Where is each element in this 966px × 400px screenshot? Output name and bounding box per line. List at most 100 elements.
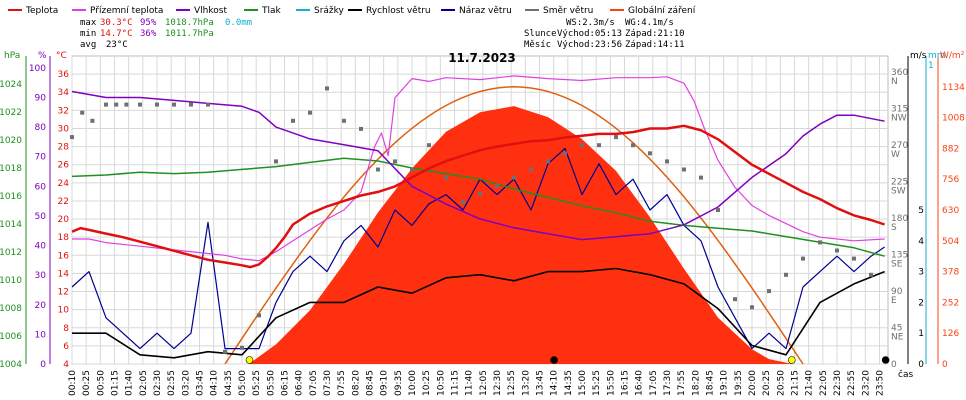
- wind-direction-point: [461, 199, 465, 204]
- x-tick-label: 03:20: [181, 370, 191, 396]
- wind-direction-point: [495, 183, 499, 188]
- x-tick-label: 10:50: [436, 370, 446, 396]
- hpa-tick-label: 1012: [0, 248, 22, 258]
- x-tick-label: 03:45: [196, 370, 206, 396]
- radiation-tick-label: 0: [942, 360, 948, 370]
- direction-tick-label: 0: [891, 360, 897, 370]
- legend: Teplota Přízemní teplota Vlhkost Tlak Srážky…: [8, 6, 696, 16]
- avg-label: avg: [80, 40, 96, 50]
- x-tick-label: 19:35: [734, 370, 744, 396]
- series-teplota: [71, 124, 885, 269]
- ms-tick-label: 3: [918, 268, 924, 278]
- series-globalni-zareni: [248, 106, 793, 364]
- moon-rise: Východ:23:56: [557, 40, 622, 50]
- wind-direction-point: [580, 143, 584, 148]
- direction-tick-label: 90: [891, 287, 903, 297]
- max-rain: 0.0mm: [225, 18, 252, 28]
- wind-direction-point: [784, 272, 788, 277]
- celsius-tick-label: 8: [63, 324, 69, 334]
- wind-direction-point: [818, 240, 822, 245]
- celsius-tick-label: 22: [58, 197, 69, 207]
- celsius-axis-label: °C: [56, 51, 67, 61]
- x-tick-label: 20:25: [762, 370, 772, 396]
- direction-compass-label: S: [891, 223, 897, 233]
- percent-tick-label: 100: [29, 64, 46, 74]
- ms-tick-label: 1: [918, 329, 924, 339]
- celsius-tick-label: 28: [58, 143, 70, 153]
- wind-direction-point: [359, 126, 363, 131]
- radiation-theoretical-curve: [224, 86, 804, 365]
- wind-direction-point: [869, 272, 873, 277]
- wind-direction-point: [90, 118, 95, 123]
- percent-tick-label: 90: [35, 93, 47, 103]
- wind-direction-point: [563, 151, 567, 156]
- x-tick-label: 16:15: [621, 370, 631, 396]
- x-tick-label: 02:55: [167, 370, 177, 396]
- wind-direction-point: [614, 135, 618, 140]
- direction-tick-label: 45: [891, 324, 902, 334]
- direction-tick-label: 225: [891, 178, 908, 188]
- legend-entry: Náraz větru: [459, 6, 512, 16]
- percent-axis-label: %: [38, 51, 47, 61]
- moon-label: Měsíc: [524, 40, 551, 50]
- celsius-tick-label: 4: [63, 360, 69, 370]
- x-tick-label: 00:10: [68, 370, 78, 396]
- legend-entry: Směr větru: [543, 6, 593, 16]
- wind-direction-point: [325, 86, 329, 91]
- min-temp: 14.7°C: [100, 29, 133, 39]
- percent-tick-label: 20: [35, 301, 47, 311]
- wind-direction-point: [529, 167, 533, 172]
- x-tick-label: 22:05: [819, 370, 829, 396]
- x-tick-label: 23:50: [876, 370, 886, 396]
- percent-tick-label: 70: [35, 153, 47, 163]
- legend-entry: Teplota: [25, 6, 58, 16]
- wind-direction-point: [124, 102, 129, 107]
- max-pressure: 1018.7hPa: [165, 18, 214, 28]
- radiation-tick-label: 126: [942, 329, 959, 339]
- radiation-axis-label: W/m²: [940, 51, 965, 61]
- x-tick-label: 05:50: [266, 370, 276, 396]
- legend-entry: Srážky: [314, 6, 345, 16]
- wind-direction-point: [80, 110, 85, 115]
- series-rychlost-vetru: [72, 267, 885, 359]
- wind-direction-point: [70, 135, 74, 140]
- percent-tick-label: 60: [35, 182, 47, 192]
- x-tick-label: 12:30: [493, 370, 503, 396]
- min-label: min: [80, 29, 96, 39]
- wind-direction-point: [308, 110, 312, 115]
- x-tick-label: 11:15: [451, 370, 461, 396]
- avg-temp: 23°C: [106, 40, 128, 50]
- x-tick-label: 04:10: [210, 370, 220, 396]
- x-tick-label: 05:25: [252, 370, 262, 396]
- x-tick-label: 09:10: [380, 370, 390, 396]
- celsius-tick-label: 16: [58, 251, 70, 261]
- direction-tick-label: 360: [891, 68, 908, 78]
- x-tick-label: 00:50: [96, 370, 106, 396]
- x-tick-label: 07:05: [309, 370, 319, 396]
- x-tick-label: 21:15: [791, 370, 801, 396]
- x-tick-label: 23:20: [861, 370, 871, 396]
- x-tick-label: 09:35: [394, 370, 404, 396]
- wind-direction-point: [274, 159, 278, 164]
- x-tick-label: 17:55: [677, 370, 687, 396]
- wind-direction-point: [699, 175, 703, 180]
- x-tick-label: 20:50: [776, 370, 786, 396]
- wind-direction-point: [682, 167, 686, 172]
- radiation-tick-label: 756: [942, 175, 959, 185]
- wind-direction-point: [478, 191, 482, 196]
- x-tick-label: 01:15: [111, 370, 121, 396]
- celsius-tick-label: 20: [58, 215, 70, 225]
- ms-tick-label: 2: [918, 298, 924, 308]
- x-axis-label: čas: [898, 369, 913, 380]
- chart-title: 11.7.2023: [448, 51, 516, 65]
- min-pressure: 1011.7hPa: [165, 29, 214, 39]
- x-tick-label: 14:10: [550, 370, 560, 396]
- x-tick-label: 12:05: [479, 370, 489, 396]
- moonrise-marker: [881, 356, 890, 364]
- direction-compass-label: W: [891, 150, 900, 160]
- x-tick-label: 07:55: [337, 370, 347, 396]
- wind-direction-point: [767, 289, 771, 294]
- x-tick-label: 05:00: [238, 370, 248, 396]
- series-vlhkost: [71, 90, 885, 241]
- x-tick-label: 22:30: [833, 370, 843, 396]
